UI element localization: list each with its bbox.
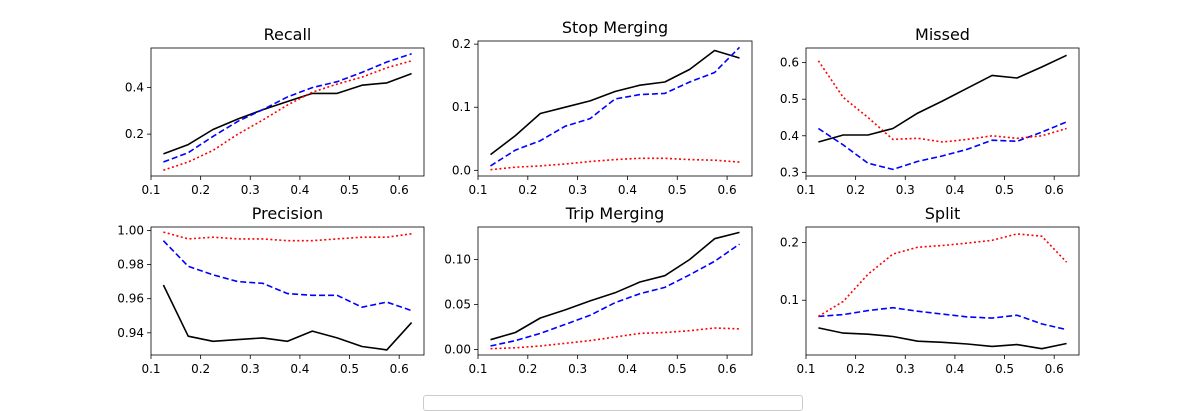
y-tick-label: 0.2 (125, 127, 144, 141)
x-tick-label: 0.5 (668, 362, 687, 376)
series-line-dashed (818, 306, 1067, 331)
y-tick-label: 0.3 (780, 165, 799, 179)
y-tick-label: 0.6 (780, 56, 799, 70)
y-tick-label: 0.5 (780, 92, 799, 106)
x-tick-label: 0.3 (568, 362, 587, 376)
x-tick-label: 0.3 (241, 362, 260, 376)
x-tick-label: 0.3 (241, 183, 260, 197)
x-tick-label: 0.6 (718, 183, 737, 197)
x-tick-label: 0.2 (191, 183, 210, 197)
series-line-dotted (817, 60, 1067, 143)
subplot-5: Trip Merging 0.1 0.2 0.3 0.4 0.5 0.6 0.00 0.05 0.… (444, 204, 753, 376)
subplot-title: Precision (252, 204, 323, 223)
x-tick-label: 0.1 (468, 183, 487, 197)
series-line-solid (818, 54, 1067, 143)
x-tick-label: 0.2 (191, 362, 210, 376)
series-line-dashed (490, 243, 740, 347)
series-line-solid (162, 284, 413, 351)
series-line-solid (490, 49, 740, 156)
series-line-solid (163, 72, 412, 155)
x-tick-label: 0.4 (618, 362, 637, 376)
subplot-6: Split 0.1 0.2 0.3 0.4 0.5 0.6 0.1 0.2 (780, 204, 1080, 376)
x-tick-label: 0.2 (518, 183, 537, 197)
legend-box (423, 395, 803, 411)
y-tick-label: 0.94 (117, 326, 144, 340)
axes-frame (150, 47, 425, 177)
series-line-dotted (490, 157, 740, 171)
series-line-dashed (162, 240, 412, 312)
x-tick-label: 0.5 (668, 183, 687, 197)
subplot-title: Missed (915, 25, 970, 44)
x-tick-label: 0.6 (390, 362, 409, 376)
series-line-dashed (490, 46, 741, 167)
axes-frame (805, 47, 1080, 177)
y-tick-label: 0.1 (452, 100, 471, 114)
series-line-dotted (817, 233, 1068, 318)
y-tick-label: 0.4 (125, 81, 144, 95)
subplot-3: Missed 0.1 0.2 0.3 0.4 0.5 0.6 0.3 0.4 0.5 0.6 (780, 25, 1080, 197)
series-line-dotted (163, 231, 412, 242)
x-tick-label: 0.4 (290, 362, 309, 376)
subplot-title: Trip Merging (565, 204, 665, 223)
x-tick-label: 0.3 (896, 362, 915, 376)
x-tick-label: 0.5 (340, 183, 359, 197)
axes-frame (150, 226, 425, 356)
x-tick-label: 0.4 (290, 183, 309, 197)
subplot-4: Precision 0.1 0.2 0.3 0.4 0.5 0.6 0.94 0.96 0.98 1… (117, 204, 425, 376)
x-tick-label: 0.4 (945, 362, 964, 376)
y-tick-label: 0.2 (780, 236, 799, 250)
series-line-solid (490, 231, 740, 341)
y-tick-label: 0.98 (117, 258, 144, 272)
subplot-2: Stop Merging 0.1 0.2 0.3 0.4 0.5 0.6 0.0 0.1 0.2 (452, 18, 753, 197)
x-tick-label: 0.5 (995, 183, 1014, 197)
x-tick-label: 0.1 (141, 362, 160, 376)
series-line-dashed (817, 121, 1067, 171)
x-tick-label: 0.5 (340, 362, 359, 376)
y-tick-label: 0.4 (780, 129, 799, 143)
x-tick-label: 0.1 (468, 362, 487, 376)
subplot-title: Stop Merging (562, 18, 668, 37)
x-tick-label: 0.6 (390, 183, 409, 197)
x-tick-label: 0.6 (1045, 362, 1064, 376)
x-tick-label: 0.1 (796, 362, 815, 376)
axes-frame (805, 226, 1080, 356)
y-tick-label: 0.1 (780, 293, 799, 307)
y-tick-label: 0.0 (452, 163, 471, 177)
y-tick-label: 0.10 (444, 252, 471, 266)
x-tick-label: 0.1 (141, 183, 160, 197)
y-tick-label: 0.00 (444, 343, 471, 357)
subplot-title: Split (925, 204, 960, 223)
x-tick-label: 0.2 (846, 362, 865, 376)
series-line-solid (818, 327, 1067, 350)
y-tick-label: 1.00 (117, 223, 144, 237)
x-tick-label: 0.4 (618, 183, 637, 197)
x-tick-label: 0.4 (945, 183, 964, 197)
x-tick-label: 0.3 (568, 183, 587, 197)
y-tick-label: 0.2 (452, 37, 471, 51)
x-tick-label: 0.2 (846, 183, 865, 197)
series-line-dotted (163, 60, 412, 171)
axes-frame (477, 40, 753, 177)
x-tick-label: 0.2 (518, 362, 537, 376)
y-tick-label: 0.05 (444, 298, 471, 312)
subplot-title: Recall (264, 25, 312, 44)
x-tick-label: 0.5 (995, 362, 1014, 376)
x-tick-label: 0.6 (1045, 183, 1064, 197)
x-tick-label: 0.3 (896, 183, 915, 197)
subplot-1: Recall 0.1 0.2 0.3 0.4 0.5 0.6 0.2 0.4 (125, 25, 425, 197)
x-tick-label: 0.6 (718, 362, 737, 376)
axes-frame (477, 226, 753, 356)
series-line-dotted (490, 327, 740, 350)
series-line-dashed (163, 53, 412, 163)
x-tick-label: 0.1 (796, 183, 815, 197)
y-tick-label: 0.96 (117, 292, 144, 306)
